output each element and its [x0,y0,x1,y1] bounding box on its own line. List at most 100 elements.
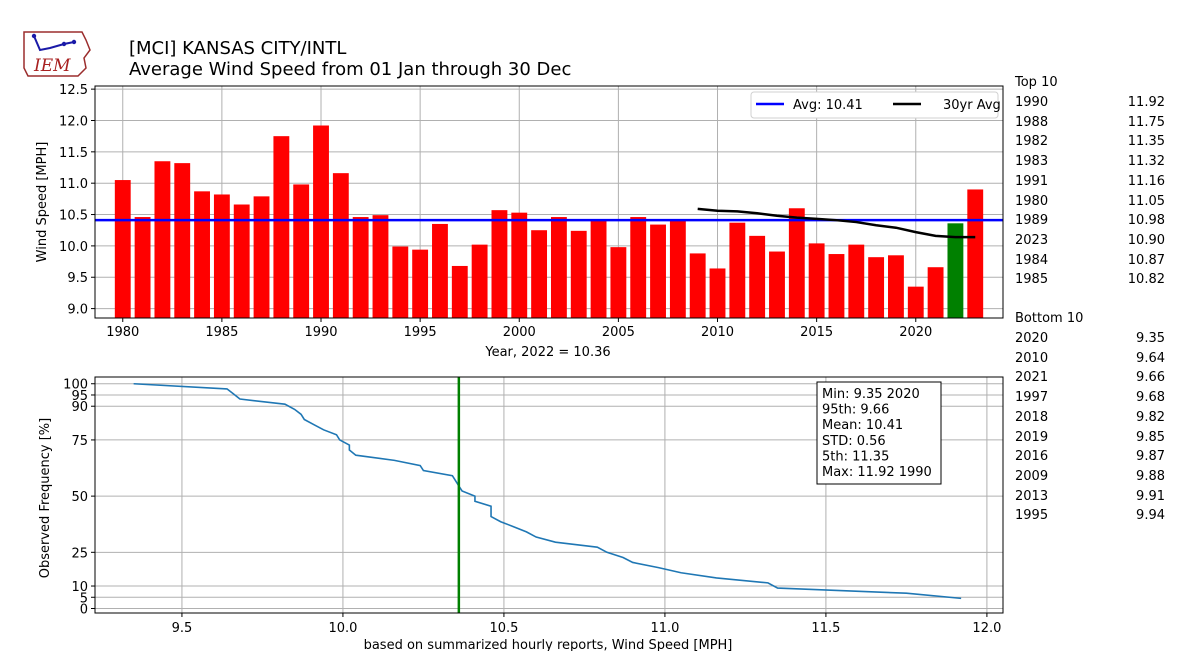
rank-value: 9.88 [1136,468,1165,484]
bar-2012 [749,235,766,318]
bar-2000 [511,212,528,318]
bar-2006 [630,217,647,318]
legend-box [750,91,999,119]
cdf-y-tick-label: 90 [71,400,88,415]
bottom10-row: 2009 9.88 [1015,469,1165,487]
bar-2020 [907,286,924,318]
rank-year: 1983 [1015,154,1049,170]
rank-year: 1995 [1015,508,1049,524]
stats-line: 5th: 11.35 [822,449,889,464]
rank-year: 2009 [1015,468,1049,484]
rank-year: 1991 [1015,173,1049,189]
rank-value: 9.68 [1136,390,1165,406]
rank-value: 9.87 [1136,449,1165,465]
bottom10-row: 1995 9.94 [1015,508,1165,526]
top10-row: 1990 11.92 [1015,95,1165,113]
stats-line: Min: 9.35 2020 [822,387,920,402]
bar-2017 [848,244,865,318]
x-tick-label: 2000 [503,325,536,340]
y-tick-label: 10.0 [59,240,88,255]
bar-2014 [788,208,805,318]
bar-1997 [451,265,468,318]
rank-value: 9.64 [1136,350,1165,366]
x-tick-label: 2005 [602,325,635,340]
bar-1994 [392,246,409,318]
x-tick-label: 1995 [404,325,437,340]
bar-1999 [491,210,508,318]
bar-2008 [669,220,686,318]
rank-year: 1984 [1015,252,1049,268]
iem-logo: IEM [20,28,92,80]
cdf-x-tick-label: 12.0 [972,621,1001,636]
rank-value: 11.16 [1127,173,1165,189]
x-axis-label: Year, 2022 = 10.36 [484,345,610,360]
rank-year: 1988 [1015,114,1049,130]
bottom-plot-frame [94,376,1004,614]
bar-1989 [293,184,310,318]
chart-title: [MCI] KANSAS CITY/INTL Average Wind Spee… [129,38,571,80]
bottom10-row: 2010 9.64 [1015,351,1165,369]
cdf-y-tick-label: 0 [80,603,88,618]
cdf-x-tick-label: 11.0 [650,621,679,636]
stats-box [816,381,942,485]
bar-1985 [213,194,230,318]
rank-value: 11.35 [1127,134,1165,150]
cdf-y-tick-label: 10 [71,580,88,595]
bottom10-row: 1997 9.68 [1015,390,1165,408]
rank-value: 9.66 [1136,370,1165,386]
stats-line: Mean: 10.41 [822,418,903,433]
y-tick-label: 11.0 [59,177,88,192]
rank-year: 2010 [1015,350,1049,366]
rank-value: 9.91 [1136,488,1165,504]
bar-2019 [888,255,904,318]
top10-row: 1985 10.82 [1015,272,1165,290]
bar-1980 [114,180,131,318]
bar-2018 [868,257,885,318]
y-tick-label: 12.5 [59,83,88,98]
title-subtitle: Average Wind Speed from 01 Jan through 3… [129,59,572,80]
top10-row: 1988 11.75 [1015,115,1165,133]
title-station: [MCI] KANSAS CITY/INTL [129,38,347,59]
bottom10-row: 2019 9.85 [1015,430,1165,448]
rank-year: 1980 [1015,193,1049,209]
legend-30yr-label: 30yr Avg [943,98,1001,113]
x-tick-label: 1985 [205,325,238,340]
cdf-y-tick-label: 50 [71,490,88,505]
rank-value: 11.75 [1127,114,1165,130]
cdf-x-axis-label: based on summarized hourly reports, Wind… [364,638,733,651]
rank-value: 10.87 [1127,252,1165,268]
y-tick-label: 12.0 [59,114,88,129]
top10-row: 1983 11.32 [1015,154,1165,172]
cdf-y-tick-label: 95 [71,389,88,404]
x-tick-label: 2010 [701,325,734,340]
bar-1995 [412,249,429,318]
stats-line: STD: 0.56 [822,434,886,449]
cdf-y-tick-label: 100 [63,378,88,393]
bottom10-row: 2013 9.91 [1015,489,1165,507]
bar-2003 [570,230,587,318]
bar-2016 [828,254,845,318]
rank-value: 9.35 [1136,331,1165,346]
rank-year: 2020 [1015,331,1049,346]
bar-1990 [313,125,329,318]
bar-1998 [471,244,488,318]
logo-text: IEM [33,56,71,76]
rank-value: 9.94 [1136,508,1165,524]
top10-row: 1980 11.05 [1015,194,1165,212]
rank-year: 1990 [1015,95,1049,110]
cdf-x-tick-label: 9.5 [172,621,193,636]
rank-year: 2013 [1015,488,1049,504]
bar-2013 [769,251,785,318]
rank-year: 2023 [1015,232,1049,248]
y-tick-label: 9.0 [67,303,88,318]
cdf-x-tick-label: 10.5 [489,621,518,636]
bottom10-row: 2018 9.82 [1015,410,1165,428]
bar-2023 [967,189,984,318]
rank-year: 1985 [1015,272,1049,288]
rank-value: 11.05 [1127,193,1165,209]
x-tick-label: 1990 [304,325,337,340]
top10-row: 2023 10.90 [1015,233,1165,251]
bar-1983 [174,163,191,318]
bottom10-title: Bottom 10 [1015,311,1084,326]
